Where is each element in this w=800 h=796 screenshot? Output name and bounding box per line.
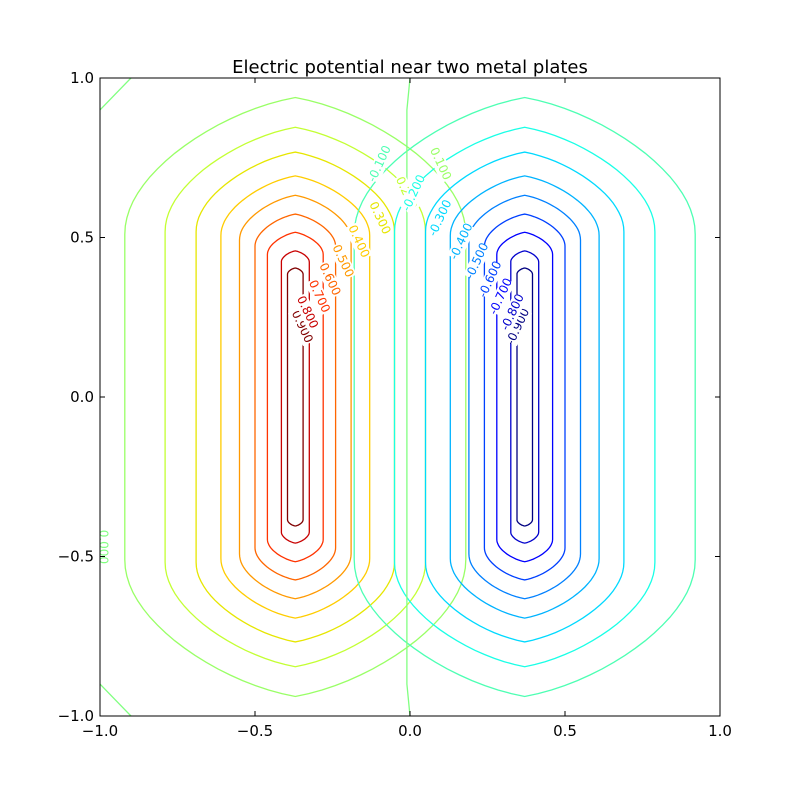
contour-level-0_4 <box>220 175 371 619</box>
contour-label-background <box>293 293 322 332</box>
contour-level-0_6 <box>254 213 337 581</box>
y-tick-label: −1.0 <box>58 707 94 725</box>
contour-label-background <box>476 260 505 299</box>
contour-label-background <box>426 198 455 238</box>
contour-level-neg0_2 <box>393 126 656 668</box>
contour-label-zero: 0.000 <box>97 530 111 564</box>
contour-level-0_9 <box>286 267 304 527</box>
y-tick-label: 0.0 <box>70 388 94 406</box>
contour-label-background <box>365 198 394 238</box>
plot-area: 0.9000.8000.7000.6000.5000.4000.3000.200… <box>97 77 721 717</box>
contour-level-neg0_7 <box>496 231 554 563</box>
plot-background <box>100 78 720 716</box>
contour-label-background <box>305 277 333 316</box>
contour-label-background <box>328 241 357 281</box>
x-tick-label: −0.5 <box>237 722 273 740</box>
contour-level-0_1 <box>124 96 467 698</box>
contour-level-0_5 <box>238 194 352 600</box>
contour-level-neg0_8 <box>510 250 540 544</box>
contour-level-zero <box>406 78 411 716</box>
contour-lines <box>100 78 696 716</box>
contour-level-neg0_3 <box>424 151 625 643</box>
contour-label-background <box>400 173 428 213</box>
contour-label-background <box>344 222 373 261</box>
contour-label-background <box>487 277 515 316</box>
y-axis: −1.0 −0.5 0.0 0.5 1.0 <box>58 69 720 725</box>
contour-level-0_7 <box>266 231 324 563</box>
contour-level-neg0_4 <box>449 175 600 619</box>
contour-level-zero <box>100 683 132 716</box>
chart-title: Electric potential near two metal plates <box>232 57 588 78</box>
contour-level-neg0_1 <box>353 96 696 698</box>
contour-level-zero <box>100 78 132 111</box>
contour-label-background <box>463 241 492 281</box>
x-axis: −1.0 −0.5 0.0 0.5 1.0 <box>82 78 732 740</box>
y-tick-label: 1.0 <box>70 69 94 87</box>
x-tick-label: 1.0 <box>708 722 732 740</box>
contour-label-background <box>365 144 394 184</box>
contour-label-background <box>287 307 316 347</box>
y-tick-label: −0.5 <box>58 548 94 566</box>
x-tick-label: 0.5 <box>553 722 577 740</box>
y-tick-label: 0.5 <box>70 229 94 247</box>
contour-label-background <box>498 293 527 332</box>
contour-label-background <box>426 144 455 184</box>
contour-label-background <box>315 260 344 299</box>
contour-level-neg0_6 <box>483 213 566 581</box>
x-tick-label: −1.0 <box>82 722 118 740</box>
contour-label-background <box>504 307 533 347</box>
contour-level-neg0_5 <box>468 194 582 600</box>
x-tick-label: 0.0 <box>398 722 422 740</box>
contour-level-0_8 <box>280 250 310 544</box>
contour-level-neg0_9 <box>516 267 534 527</box>
contour-label-background <box>447 222 476 261</box>
